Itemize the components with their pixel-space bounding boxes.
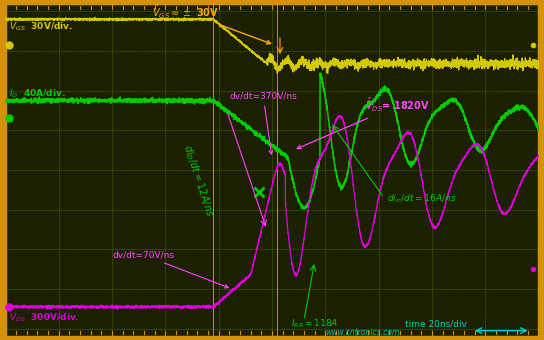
Text: www.cntronics.com: www.cntronics.com xyxy=(325,328,400,337)
Text: $V_{GS}$  30V/div.: $V_{GS}$ 30V/div. xyxy=(9,20,73,33)
Text: time 20ns/div: time 20ns/div xyxy=(405,320,467,329)
Text: $I_{RR}=118A$: $I_{RR}=118A$ xyxy=(290,318,338,330)
Text: dv/dt=70V/ns: dv/dt=70V/ns xyxy=(112,250,228,288)
Text: $\hat{V}_{DS}$= 1820V: $\hat{V}_{DS}$= 1820V xyxy=(297,96,430,149)
Text: $\hat{V}_{GS}$$\approx\pm$ 30V: $\hat{V}_{GS}$$\approx\pm$ 30V xyxy=(152,3,270,44)
Text: $di_D/dt=12A/ns$: $di_D/dt=12A/ns$ xyxy=(181,143,217,219)
Text: dv/dt=370V/ns: dv/dt=370V/ns xyxy=(230,91,297,154)
Text: $I_D$  40A/div.: $I_D$ 40A/div. xyxy=(9,88,66,100)
Text: $di_{rr}/dt=16A/ns$: $di_{rr}/dt=16A/ns$ xyxy=(387,193,456,205)
Text: $V_{DS}$  300V/div.: $V_{DS}$ 300V/div. xyxy=(9,312,80,324)
